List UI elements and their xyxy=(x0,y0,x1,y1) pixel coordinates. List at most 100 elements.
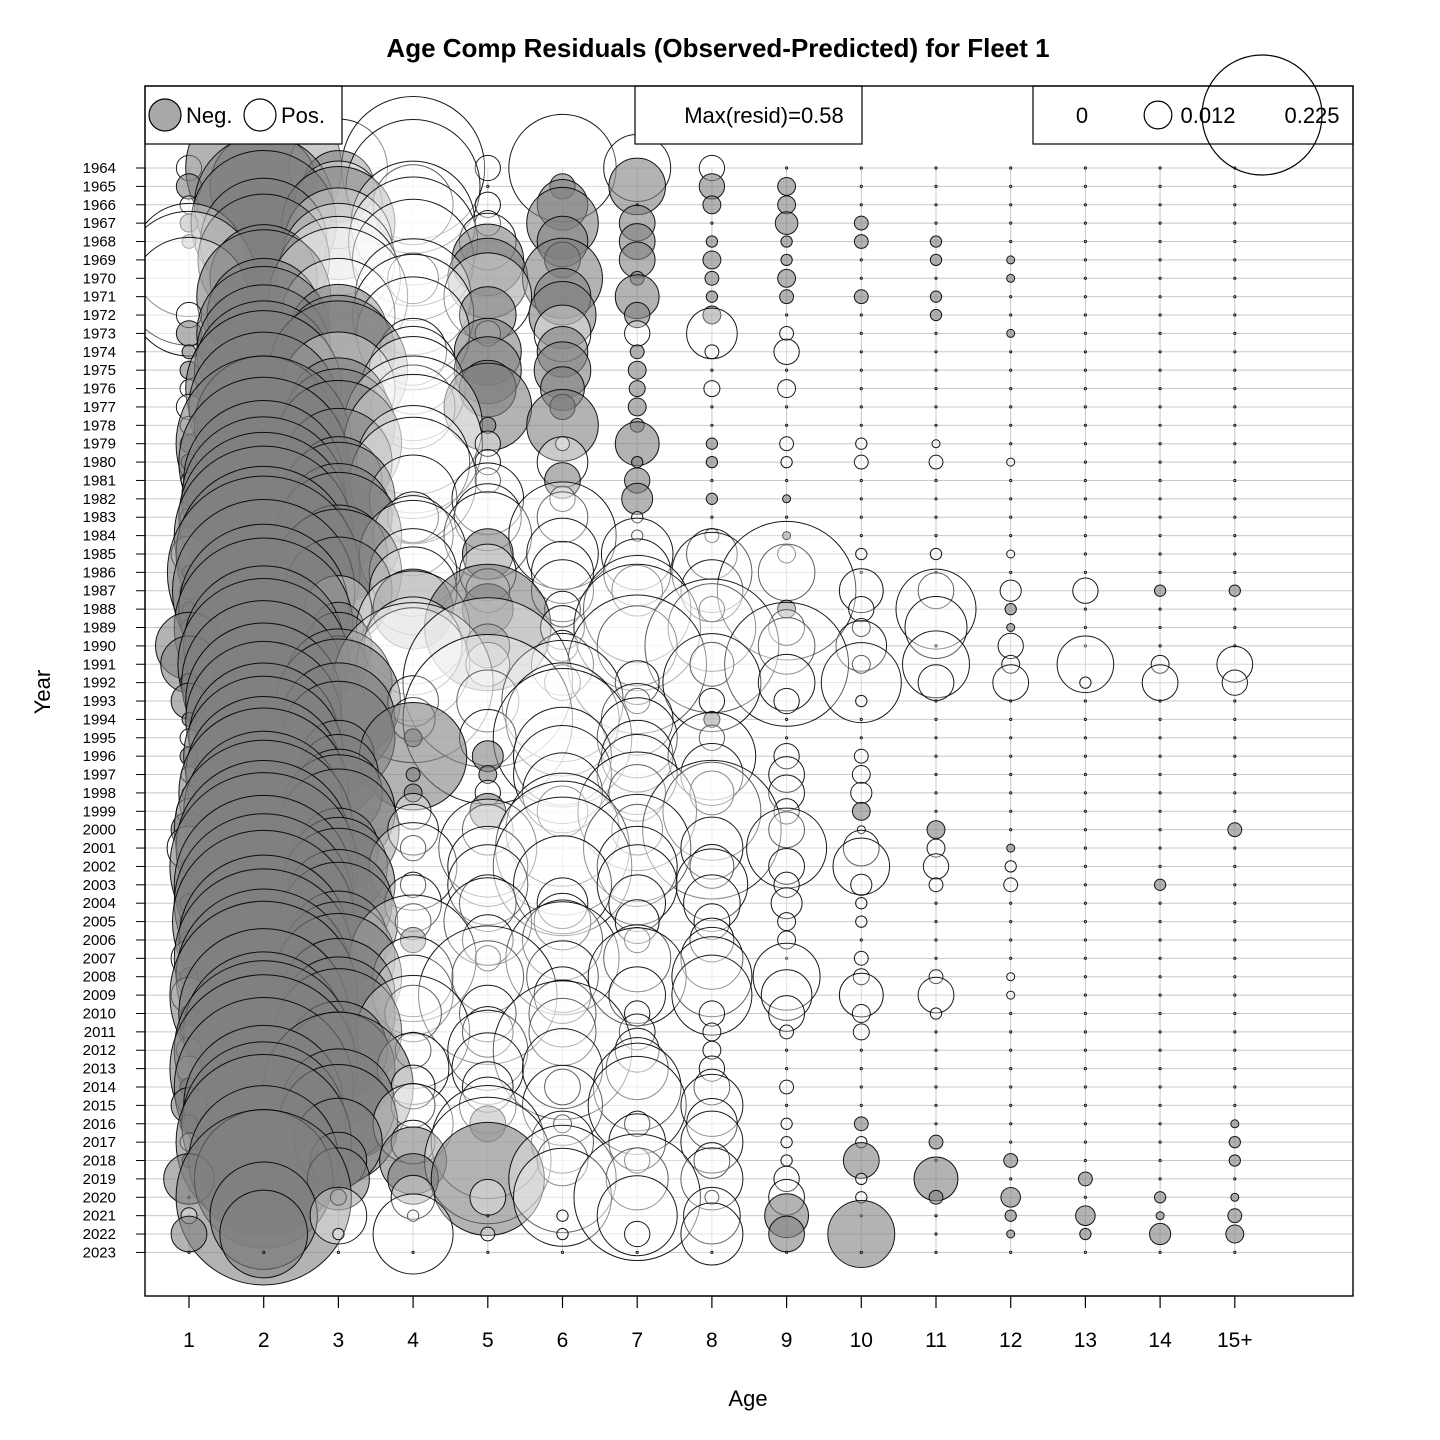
residual-bubble xyxy=(608,1113,666,1171)
x-tick-label: 3 xyxy=(333,1329,345,1352)
residual-bubble xyxy=(1233,1177,1237,1181)
residual-bubble xyxy=(934,405,938,409)
residual-bubble xyxy=(904,596,968,659)
residual-bubble xyxy=(785,423,789,427)
residual-bubble xyxy=(1158,1011,1162,1016)
residual-bubble xyxy=(1072,577,1099,604)
residual-bubble xyxy=(1006,843,1016,853)
residual-bubble xyxy=(680,1147,744,1211)
residual-bubble xyxy=(671,936,753,1018)
residual-bubble xyxy=(1153,878,1167,891)
x-tick-label: 7 xyxy=(631,1329,643,1352)
residual-bubble xyxy=(773,1165,800,1193)
residual-bubble xyxy=(859,387,863,391)
residual-bubble xyxy=(1083,460,1088,464)
residual-bubble xyxy=(1009,368,1013,372)
residual-bubble xyxy=(934,184,938,188)
residual-bubble xyxy=(614,660,660,706)
residual-bubble xyxy=(1003,1153,1019,1168)
residual-bubble xyxy=(465,641,511,687)
residual-bubble xyxy=(1158,1158,1162,1163)
residual-bubble xyxy=(611,803,664,856)
residual-bubble xyxy=(785,1067,789,1071)
residual-bubble xyxy=(474,154,501,182)
residual-bubble xyxy=(1083,846,1088,850)
residual-bubble xyxy=(1083,1158,1088,1163)
y-tick-label: 1969 xyxy=(83,252,116,269)
residual-bubble xyxy=(929,1007,943,1020)
residual-bubble xyxy=(853,234,869,249)
residual-bubble xyxy=(1006,273,1016,283)
residual-bubble xyxy=(777,268,797,288)
residual-bubble xyxy=(1083,1103,1088,1108)
residual-bubble xyxy=(1083,534,1088,538)
residual-bubble xyxy=(1233,864,1237,869)
residual-bubble xyxy=(859,570,863,575)
residual-bubble xyxy=(934,166,938,170)
residual-bubble xyxy=(1227,822,1243,838)
residual-bubble xyxy=(1083,864,1088,869)
residual-bubble xyxy=(1158,1030,1162,1034)
residual-bubble xyxy=(1233,295,1237,299)
y-tick-label: 1997 xyxy=(83,767,116,784)
residual-bubble xyxy=(777,195,797,215)
residual-bubble xyxy=(1083,699,1088,703)
residual-bubble xyxy=(1083,1085,1088,1089)
residual-bubble xyxy=(852,1023,870,1041)
y-tick-label: 2018 xyxy=(83,1153,116,1170)
residual-bubble xyxy=(785,717,789,722)
residual-bubble xyxy=(536,491,589,544)
residual-bubble xyxy=(859,478,863,483)
residual-bubble xyxy=(777,930,797,950)
residual-bubble xyxy=(780,235,793,248)
residual-bubble xyxy=(1083,350,1088,354)
residual-bubble xyxy=(928,454,944,470)
residual-bubble xyxy=(934,534,938,538)
residual-bubble xyxy=(596,1175,678,1257)
residual-bubble xyxy=(1153,584,1167,597)
residual-bubble xyxy=(1009,754,1013,758)
residual-bubble xyxy=(667,711,757,801)
y-tick-label: 1978 xyxy=(83,417,116,434)
residual-bubble xyxy=(704,270,720,286)
residual-bubble xyxy=(474,430,501,457)
residual-bubble xyxy=(528,979,597,1048)
residual-bubble xyxy=(770,887,803,920)
residual-bubble xyxy=(931,439,941,449)
x-tick-label: 15+ xyxy=(1217,1329,1253,1352)
residual-bubble xyxy=(702,1040,722,1060)
residual-bubble xyxy=(757,653,816,712)
residual-bubble xyxy=(934,497,938,501)
residual-bubble xyxy=(1083,1048,1088,1052)
residual-bubble xyxy=(553,1114,572,1134)
residual-bubble xyxy=(1158,644,1162,648)
residual-bubble xyxy=(859,515,863,519)
residual-bubble xyxy=(992,664,1030,701)
residual-bubble xyxy=(1221,669,1248,696)
residual-bubble xyxy=(1230,1192,1240,1202)
y-tick-label: 1981 xyxy=(83,472,116,489)
residual-bubble xyxy=(934,1122,938,1126)
residual-bubble xyxy=(1083,809,1088,813)
residual-bubble xyxy=(540,605,585,650)
y-tick-label: 2012 xyxy=(83,1042,116,1059)
residual-bubble xyxy=(853,1116,869,1132)
residual-bubble xyxy=(680,926,744,990)
residual-bubble xyxy=(1158,239,1162,244)
residual-bubble xyxy=(1233,846,1237,850)
legend-neg-label: Neg. xyxy=(186,103,232,128)
residual-bubble xyxy=(1009,699,1013,703)
residual-bubble xyxy=(1083,920,1088,924)
residual-bubble xyxy=(1158,276,1162,280)
y-tick-label: 1993 xyxy=(83,693,116,710)
residual-bubble xyxy=(1083,295,1088,299)
residual-bubble xyxy=(1158,699,1162,703)
residual-bubble xyxy=(710,478,714,483)
residual-bubble xyxy=(859,1085,863,1089)
residual-bubble xyxy=(399,871,427,898)
x-tick-label: 12 xyxy=(999,1329,1022,1352)
residual-bubble xyxy=(777,912,797,932)
residual-bubble xyxy=(596,734,678,815)
residual-bubble xyxy=(399,834,427,862)
residual-bubble xyxy=(671,954,753,1036)
